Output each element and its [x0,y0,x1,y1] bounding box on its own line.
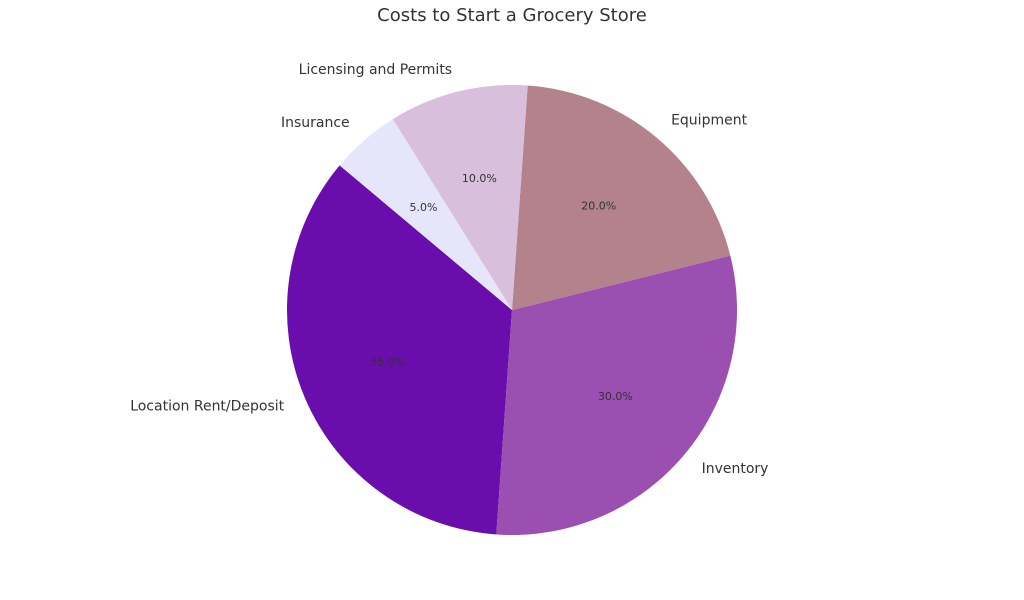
value-label: 35.0% [370,356,405,369]
pie-slice [512,85,731,310]
value-label: 5.0% [409,201,437,214]
slice-label: Licensing and Permits [299,62,452,78]
chart-title: Costs to Start a Grocery Store [377,5,647,26]
pie-slice [392,85,528,311]
pie-slice [287,165,512,535]
value-label: 20.0% [581,200,616,213]
value-label: 10.0% [462,172,497,185]
slice-label: Equipment [671,112,748,128]
slice-label: Insurance [281,115,350,131]
slice-label: Inventory [702,461,769,477]
slice-label: Location Rent/Deposit [130,399,284,415]
value-label: 30.0% [598,390,633,403]
pie-slice [496,255,737,535]
pie-slice [339,119,512,310]
